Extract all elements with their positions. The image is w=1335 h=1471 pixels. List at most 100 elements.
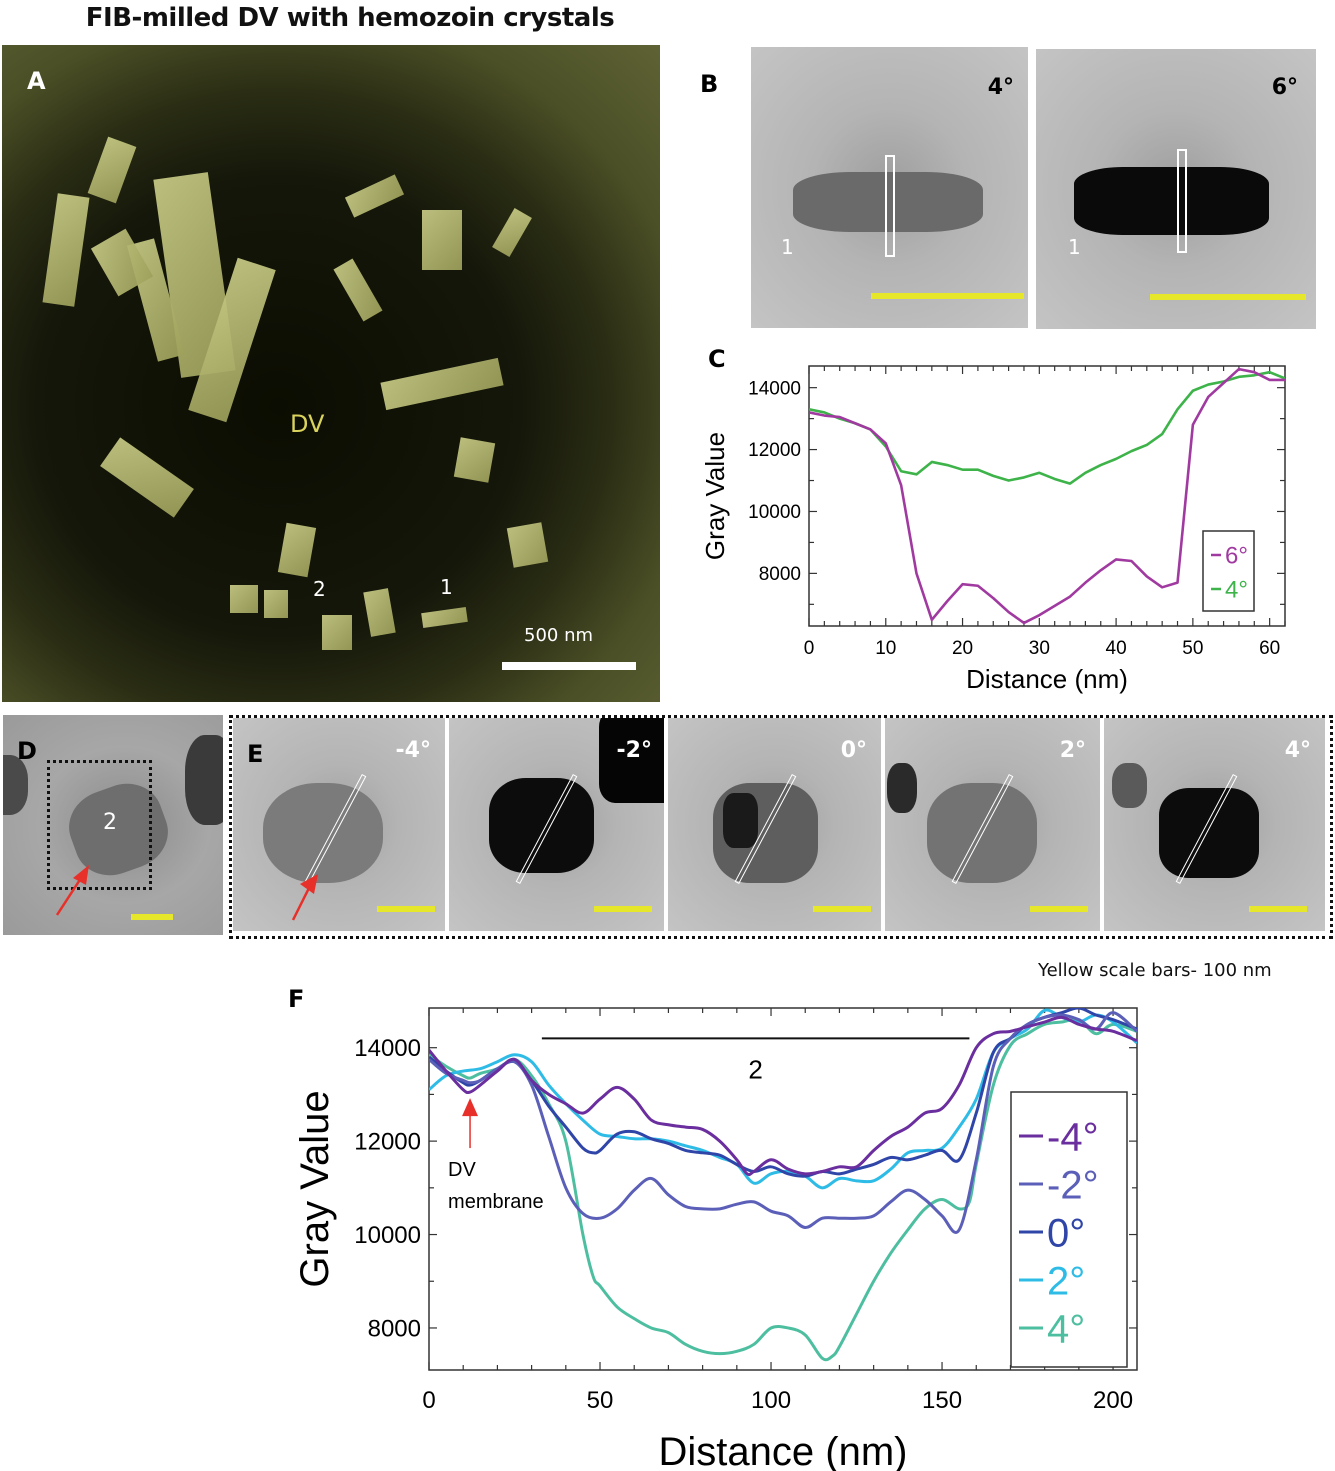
panel-d-image: D 2: [3, 715, 223, 935]
panel-e-image-2: 2°: [885, 718, 1100, 931]
tilt-angle-label: 6°: [1271, 75, 1298, 100]
y-tick-label: 10000: [354, 1222, 421, 1249]
crystal-dark-region: [723, 793, 758, 848]
y-tick-label: 12000: [354, 1129, 421, 1156]
yellow-scale-bar: [594, 906, 652, 912]
x-tick-label: 50: [587, 1387, 614, 1414]
panel-label-e: E: [247, 740, 264, 768]
x-tick-label: 200: [1093, 1387, 1133, 1414]
red-arrow-icon: [55, 865, 89, 916]
hemozoin-crystal: [344, 174, 405, 218]
hemozoin-crystal: [277, 522, 317, 578]
tilt-angle-label: 0°: [840, 738, 867, 763]
x-tick-label: 150: [922, 1387, 962, 1414]
legend-entry: 6°: [1225, 543, 1248, 570]
series-line--2deg: [429, 1011, 1137, 1234]
legend-entry: -4°: [1047, 1115, 1099, 1159]
panel-label-d: D: [17, 737, 37, 765]
panel-e-image-4: 4°: [1104, 718, 1325, 931]
series-group: [809, 367, 1285, 625]
yellow-scale-bar: [1030, 906, 1088, 912]
x-tick-label: 10: [875, 638, 896, 659]
panel-b-image-6deg: 6° 1: [1036, 49, 1316, 329]
panel-label-f: F: [288, 985, 305, 1013]
dv-label: DV: [290, 410, 325, 438]
legend-entry: 4°: [1047, 1307, 1085, 1351]
x-tick-label: 100: [751, 1387, 791, 1414]
yellow-scale-bar: [1249, 906, 1307, 912]
legend-entry: 2°: [1047, 1259, 1085, 1303]
scale-bar: [502, 662, 636, 670]
legend-entry: 4°: [1225, 577, 1248, 604]
y-tick-label: 10000: [748, 502, 801, 523]
neighbor-crystal: [1112, 763, 1147, 808]
x-tick-label: 30: [1029, 638, 1050, 659]
crystal-shadow: [1074, 167, 1269, 235]
crystal-shadow: [927, 783, 1037, 883]
x-axis-label: Distance (nm): [966, 664, 1128, 694]
neighbor-crystal: [3, 755, 28, 815]
panel-label-b: B: [700, 70, 719, 98]
crystal-label: 1: [1068, 235, 1081, 259]
red-arrow-icon: [291, 874, 318, 921]
hemozoin-crystal: [87, 136, 137, 204]
x-tick-label: 0: [422, 1387, 435, 1414]
series-line-6deg: [809, 367, 1285, 625]
tilt-angle-label: -4°: [395, 738, 431, 763]
hemozoin-crystal: [492, 208, 532, 257]
scale-bar-label: 500 nm: [524, 625, 594, 646]
line-profile-roi: [1177, 149, 1187, 253]
hemozoin-crystal: [422, 210, 462, 270]
x-tick-label: 0: [804, 638, 815, 659]
y-axis-label: Gray Value: [293, 1090, 337, 1287]
x-tick-label: 40: [1106, 638, 1127, 659]
zoom-region-box: [47, 760, 152, 890]
panel-e-image-0: 0°: [668, 718, 881, 931]
crystal-shadow: [263, 783, 383, 883]
red-arrow-icon: [462, 1098, 479, 1117]
line-profile-roi: [885, 155, 895, 257]
panel-label-c: C: [708, 345, 726, 373]
crystal-shadow: [489, 778, 594, 873]
neighbor-crystal: [185, 735, 223, 825]
yellow-scale-bar: [377, 906, 435, 912]
panel-label-a: A: [27, 67, 46, 95]
tilt-angle-label: 4°: [987, 75, 1014, 100]
hemozoin-crystal: [380, 357, 504, 411]
yellow-scale-bar: [813, 906, 871, 912]
tilt-angle-label: -2°: [616, 738, 652, 763]
hemozoin-crystal: [421, 606, 468, 629]
x-tick-label: 60: [1259, 638, 1280, 659]
hemozoin-crystal: [453, 437, 496, 483]
yellow-scale-bar: [871, 293, 1024, 299]
legend-box: [1010, 1091, 1128, 1368]
x-axis-label: Distance (nm): [659, 1430, 908, 1471]
panel-e-image-minus2: -2°: [449, 718, 664, 931]
y-axis-label: Gray Value: [700, 432, 730, 560]
crystal-label: 2: [103, 810, 117, 835]
panel-e-frame: [229, 715, 1333, 939]
crystal-label-1: 1: [440, 575, 453, 599]
panel-b-image-4deg: 4° 1: [751, 47, 1028, 328]
bracket-label: 2: [748, 1054, 762, 1084]
legend-box: [1202, 530, 1255, 612]
scale-bar-note: Yellow scale bars- 100 nm: [1038, 960, 1272, 981]
crystal-shadow: [1159, 788, 1259, 878]
yellow-scale-bar: [1150, 294, 1306, 300]
crystal-shadow: [793, 172, 983, 232]
hemozoin-crystal: [506, 522, 549, 568]
panel-a-micrograph: A DV 2 1 500 nm: [2, 45, 660, 702]
chart-f-gray-value-profile: 0 50 100 150 200 8000 10000 12000 14000 Distance …: [293, 1007, 1138, 1471]
y-tick-label: 8000: [368, 1315, 421, 1342]
neighbor-crystal: [887, 763, 917, 813]
y-tick-label: 8000: [759, 564, 801, 585]
x-tick-label: 50: [1182, 638, 1203, 659]
crystal-label: 1: [781, 235, 794, 259]
series-group: [429, 1008, 1137, 1362]
tilt-angle-label: 2°: [1059, 738, 1086, 763]
hemozoin-crystal: [230, 585, 258, 613]
hemozoin-crystal: [322, 615, 352, 650]
y-tick-label: 12000: [748, 440, 801, 461]
crystal-label-2: 2: [313, 577, 326, 601]
hemozoin-crystal: [100, 437, 194, 518]
